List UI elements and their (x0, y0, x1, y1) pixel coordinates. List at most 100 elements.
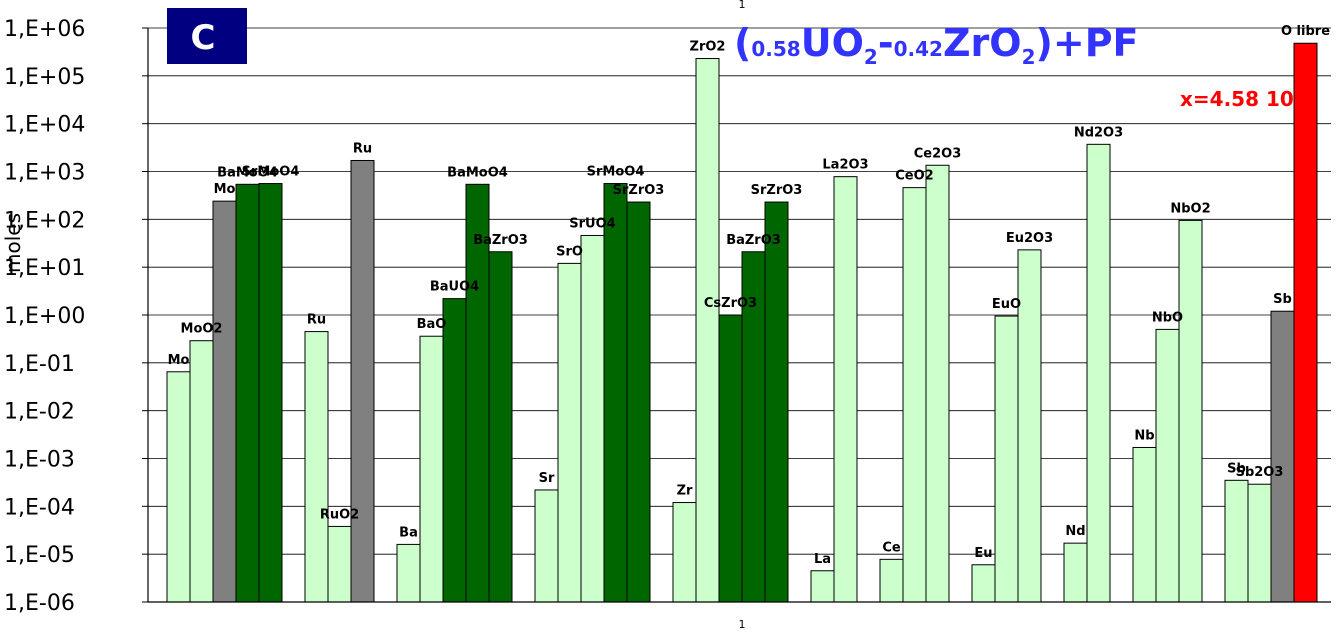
bar-label: Mo (168, 353, 190, 368)
bar-label: EuO (992, 297, 1021, 312)
bar-label: Nd2O3 (1074, 125, 1123, 140)
bar-label: RuO2 (320, 507, 359, 522)
bar-srzro3 (626, 201, 651, 603)
bar-o-libre (1293, 42, 1318, 603)
bar-label: BaMoO4 (217, 165, 278, 180)
bar-label: La2O3 (822, 158, 868, 173)
bar-label: NbO (1152, 310, 1183, 325)
bar-label: ZrO2 (690, 40, 726, 55)
bar-srmoo4 (258, 183, 283, 603)
bar-sro (557, 262, 582, 603)
bar-label: MoO2 (181, 322, 223, 337)
bar-label: Nd (1065, 524, 1085, 539)
bar-label: BaMoO4 (447, 165, 508, 180)
bar-label: BaUO4 (430, 280, 479, 295)
bar-label: SrO (556, 244, 583, 259)
chart-title: (0.58UO2-0.42ZrO2)+PF (734, 21, 1139, 69)
y-tick-label: 1,E-03 (4, 448, 75, 473)
bar-label: Sb (1227, 461, 1246, 476)
bar-srzro3 (764, 201, 789, 603)
bar-label: SrZrO3 (613, 183, 665, 198)
bar-sr (534, 489, 559, 603)
y-tick-label: 1,E-01 (4, 352, 75, 377)
composition-note: x=4.58 10-2 (1180, 86, 1308, 111)
bar-ce2o3 (925, 164, 950, 603)
bar-ru (350, 159, 375, 603)
y-tick-label: 1,E-02 (4, 400, 75, 425)
bar-nd2o3 (1086, 143, 1111, 603)
y-tick-label: 1,E-06 (4, 591, 75, 616)
y-tick-label: 1,E+02 (4, 208, 85, 233)
bar-label: NbO2 (1170, 201, 1210, 216)
bar-label: Mo (214, 182, 236, 197)
bar-label: Sr (539, 471, 555, 486)
bar-la (810, 570, 835, 603)
bar-label: SrUO4 (569, 216, 615, 231)
bar-label: Sb (1273, 292, 1292, 307)
y-tick-label: 1,E+05 (4, 65, 85, 90)
bar-nbo (1155, 328, 1180, 603)
bar-label: La (814, 552, 831, 567)
bar-label: Zr (677, 484, 693, 499)
bar-ba (396, 543, 421, 603)
x-tick-label-top: 1 (739, 0, 746, 11)
bar-eu (971, 564, 996, 603)
y-tick-label: 1,E+03 (4, 161, 85, 186)
bar-srmoo4 (603, 183, 628, 603)
x-tick-label-bottom: 1 (739, 618, 746, 631)
y-tick-label: 1,E-04 (4, 495, 75, 520)
bar-ceo2 (902, 187, 927, 603)
y-tick-label: 1,E+01 (4, 256, 85, 281)
bar-label: O libre (1281, 24, 1330, 39)
bars (166, 42, 1318, 603)
bar-sb2o3 (1247, 483, 1272, 603)
bar-label: Ru (353, 141, 372, 156)
bar-label: Eu2O3 (1006, 231, 1053, 246)
panel-label: C (191, 18, 216, 58)
bar-label: Ce (882, 540, 901, 555)
bar-label: Sb2O3 (1236, 465, 1284, 480)
panel-label-box (167, 8, 247, 64)
bar-label: Ba (399, 525, 418, 540)
y-axis-label: moles (1, 213, 25, 273)
bar-label: CeO2 (895, 169, 933, 184)
bar-nbo2 (1178, 219, 1203, 603)
bar-ce (879, 558, 904, 603)
bar-la2o3 (833, 176, 858, 603)
bar-ruo2 (327, 525, 352, 603)
bar-label: Ru (307, 313, 326, 328)
bar-label: BaO (417, 317, 447, 332)
bar-nd (1063, 542, 1088, 603)
bar-label: Eu (974, 546, 992, 561)
bar-mo (212, 200, 237, 603)
bar-bazro3 (488, 251, 513, 603)
y-tick-label: 1,E+06 (4, 17, 85, 42)
bar-label: BaZrO3 (726, 233, 781, 248)
bar-sb (1270, 310, 1295, 603)
bar-ru (304, 331, 329, 603)
bar-mo (166, 371, 191, 603)
y-tick-label: 1,E+04 (4, 113, 85, 138)
bar-zro2 (695, 58, 720, 603)
bar-label: BaZrO3 (473, 233, 528, 248)
bar-bao (419, 335, 444, 603)
bar-label: CsZrO3 (704, 296, 757, 311)
bar-label: SrMoO4 (587, 165, 645, 180)
bar-label: SrMoO4 (242, 165, 300, 180)
bar-sb (1224, 479, 1249, 603)
bar-label: Nb (1134, 428, 1154, 443)
y-tick-label: 1,E-05 (4, 543, 75, 568)
bar-nb (1132, 446, 1157, 603)
bar-zr (672, 502, 697, 603)
bar-bauo4 (442, 298, 467, 603)
bar-moo2 (189, 340, 214, 603)
bar-eu2o3 (1017, 249, 1042, 603)
y-tick-labels: 1,E+06 1,E+05 1,E+04 1,E+03 1,E+02 1,E+01 1,E+… (4, 17, 85, 616)
bar-label: Ce2O3 (914, 146, 962, 161)
y-tick-label: 1,E+00 (4, 304, 85, 329)
bar-label: SrZrO3 (751, 183, 803, 198)
bar-bamoo4 (235, 183, 260, 603)
bar-sruo4 (580, 234, 605, 603)
bar-euo (994, 315, 1019, 603)
